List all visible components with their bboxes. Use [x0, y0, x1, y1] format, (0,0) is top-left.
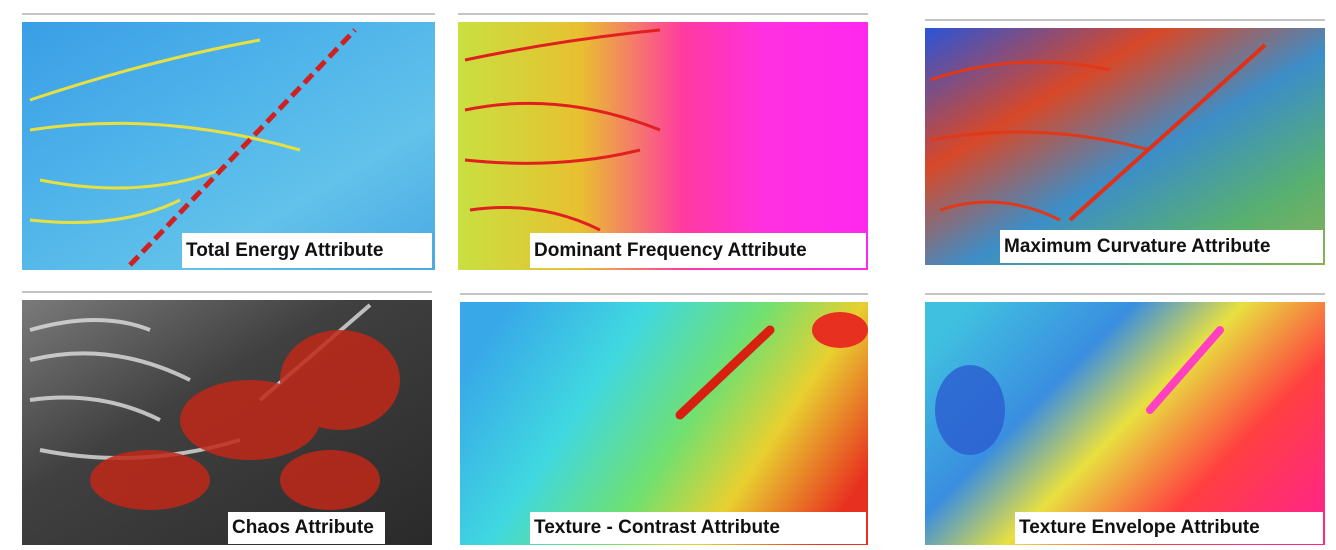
panel-label: Maximum Curvature Attribute — [1004, 236, 1270, 257]
figure: Total Energy Attribute Dominant Frequenc… — [0, 0, 1336, 550]
panel: Chaos Attribute — [22, 292, 432, 545]
panel-label: Texture Envelope Attribute — [1019, 517, 1260, 538]
image — [925, 28, 1325, 265]
panel: Maximum Curvature Attribute — [925, 20, 1325, 265]
panel: Total Energy Attribute — [22, 14, 435, 270]
panel-label: Total Energy Attribute — [186, 240, 383, 261]
image — [460, 302, 868, 545]
image — [458, 22, 868, 270]
panel: Texture Envelope Attribute — [925, 294, 1325, 545]
patch — [812, 312, 868, 348]
panel-label: Dominant Frequency Attribute — [534, 240, 807, 261]
panel-label: Chaos Attribute — [232, 517, 374, 538]
panel: Dominant Frequency Attribute — [458, 14, 868, 270]
panel-label: Texture - Contrast Attribute — [534, 517, 780, 538]
image — [22, 22, 435, 270]
panel: Texture - Contrast Attribute — [460, 294, 868, 545]
patch — [935, 365, 1005, 455]
